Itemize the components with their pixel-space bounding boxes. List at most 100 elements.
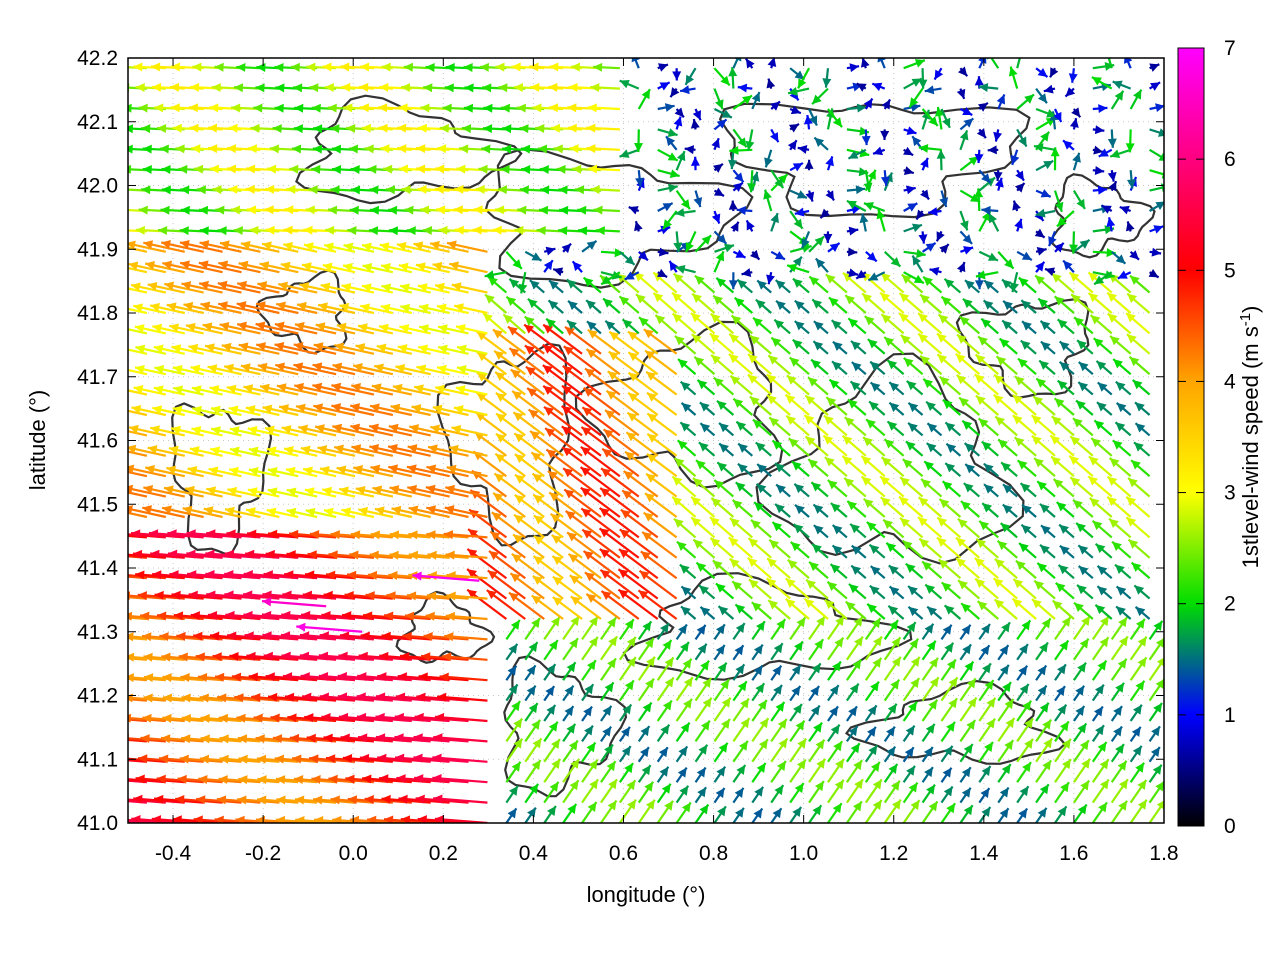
wind-vector-head	[301, 262, 312, 272]
wind-vector-head	[1054, 296, 1065, 306]
wind-vector-head	[628, 206, 639, 215]
wind-vector-head	[197, 672, 208, 682]
wind-vector-head	[767, 58, 777, 67]
wind-vector-head	[683, 677, 693, 688]
wind-vector-head	[713, 187, 724, 197]
wind-vector-head	[699, 804, 709, 815]
wind-vector-head	[341, 283, 352, 292]
wind-vector-head	[602, 448, 613, 458]
wind-vector-head	[692, 110, 701, 121]
wind-vector	[128, 575, 148, 580]
wind-vector	[128, 799, 148, 804]
wind-vector-head	[776, 619, 786, 630]
wind-vector-head	[413, 733, 423, 743]
wind-vector-head	[981, 205, 991, 215]
wind-vector-head	[872, 657, 882, 668]
wind-vector-head	[562, 385, 572, 395]
wind-vector-head	[246, 507, 256, 517]
wind-vector-head	[999, 808, 1009, 819]
wind-vector-head	[313, 815, 324, 823]
wind-vector-head	[981, 211, 991, 222]
wind-vector-head	[601, 275, 612, 285]
wind-vector-head	[924, 461, 935, 471]
wind-vector-head	[900, 334, 911, 345]
wind-vector-head	[379, 651, 389, 661]
wind-vector-head	[298, 424, 309, 434]
wind-vector-head	[745, 140, 755, 151]
wind-vector-head	[1156, 800, 1164, 810]
wind-vector-head	[978, 418, 989, 428]
wind-vector-head	[804, 415, 815, 425]
wind-vector-head	[396, 241, 407, 251]
wind-vector-head	[514, 494, 525, 504]
wind-vector-head	[282, 590, 292, 600]
wind-vector-head	[374, 506, 385, 516]
wind-vector-head	[172, 405, 183, 415]
wind-vector-head	[566, 662, 576, 673]
wind-vector-head	[974, 153, 984, 164]
wind-vector-head	[763, 189, 772, 200]
wind-vector-head	[791, 685, 801, 696]
wind-vector-head	[253, 103, 263, 113]
wind-vector-head	[829, 243, 840, 253]
wind-vector-head	[1149, 63, 1160, 72]
wind-vector-head	[975, 354, 986, 364]
wind-vector-head	[903, 166, 914, 175]
wind-vector-head	[692, 477, 703, 488]
wind-vector-head	[619, 149, 630, 158]
wind-vector-head	[1079, 239, 1090, 249]
wind-vector-head	[811, 663, 821, 674]
wind-vector-head	[524, 324, 535, 334]
wind-vector-head	[482, 83, 492, 93]
wind-vector-head	[587, 329, 598, 339]
wind-vector-head	[626, 780, 636, 791]
wind-vector-head	[964, 443, 975, 453]
wind-vector	[128, 738, 148, 743]
wind-vector-head	[539, 164, 549, 174]
wind-vector-head	[219, 734, 229, 744]
wind-vector-head	[963, 744, 973, 755]
wind-vector-head	[655, 315, 666, 325]
wind-vector-head	[1097, 742, 1107, 753]
wind-vector-head	[834, 637, 844, 648]
wind-vector-head	[548, 721, 558, 732]
wind-vector-head	[148, 529, 159, 539]
wind-vector-head	[451, 282, 462, 292]
wind-vector-head	[1056, 686, 1065, 697]
wind-vector-head	[1059, 545, 1070, 555]
wind-vector	[128, 332, 129, 334]
wind-vector-head	[607, 800, 617, 811]
wind-vector-head	[767, 558, 777, 568]
wind-vector-head	[203, 506, 214, 516]
wind-vector-head	[1115, 744, 1124, 755]
wind-vector-head	[225, 610, 235, 620]
wind-vector-head	[414, 774, 424, 784]
wind-vector-head	[379, 774, 389, 784]
wind-vector-head	[1054, 242, 1064, 253]
wind-vector-head	[1003, 484, 1013, 494]
wind-vector-head	[274, 754, 285, 764]
wind-vector-head	[446, 591, 456, 601]
wind-vector-head	[749, 396, 760, 406]
wind-vector-head	[529, 280, 540, 290]
wind-vector-head	[669, 169, 680, 179]
wind-vector-head	[892, 799, 901, 810]
wind-vector-head	[719, 443, 729, 453]
wind-vector-head	[549, 492, 560, 502]
wind-vector-head	[433, 794, 443, 804]
wind-vector-head	[1004, 740, 1014, 751]
wind-vector-head	[1039, 702, 1049, 713]
wind-vector-head	[1137, 779, 1147, 790]
wind-vector-head	[394, 733, 404, 743]
wind-vector-head	[770, 132, 779, 143]
wind-vector-head	[918, 497, 929, 507]
wind-vector-head	[87, 612, 96, 621]
wind-vector-head	[848, 150, 859, 159]
wind-vector-head	[548, 640, 558, 651]
wind-vector-head	[984, 680, 994, 691]
wind-vector-head	[1037, 93, 1047, 104]
wind-vector-head	[331, 144, 342, 154]
wind-vector-head	[272, 734, 283, 744]
wind-vector-head	[240, 363, 251, 373]
wind-vector-head	[645, 799, 655, 810]
